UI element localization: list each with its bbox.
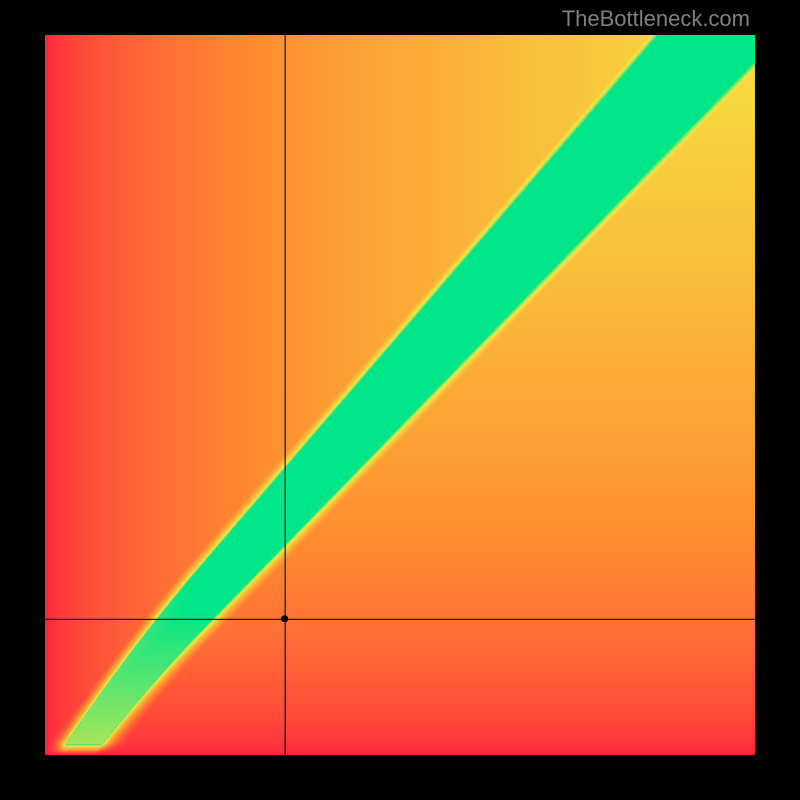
plot-area (45, 35, 755, 755)
watermark-text: TheBottleneck.com (562, 6, 750, 32)
chart-container: TheBottleneck.com (0, 0, 800, 800)
bottleneck-heatmap (45, 35, 755, 755)
